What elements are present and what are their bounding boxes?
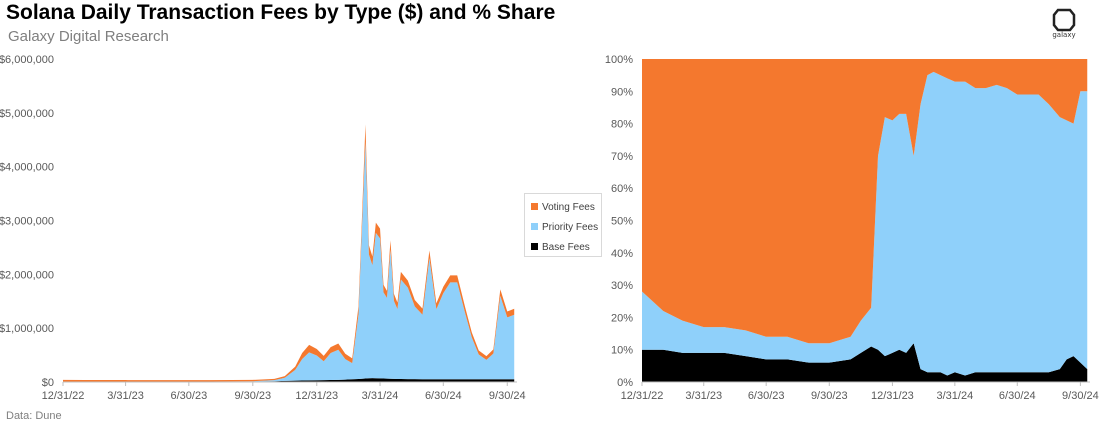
legend-label-voting: Voting Fees	[542, 202, 595, 213]
logo-text: galaxy	[1052, 31, 1076, 39]
y-tick-label: 30%	[611, 280, 633, 292]
y-tick-label: $4,000,000	[0, 162, 54, 174]
x-tick-label: 12/31/23	[295, 390, 338, 402]
x-tick-label: 3/31/23	[107, 390, 144, 402]
left-chart-stacked-fees: $0 $1,000,000 $2,000,000 $3,000,000 $4,000,0…	[0, 54, 526, 402]
y-tick-label: $2,000,000	[0, 269, 54, 281]
x-tick-label: 9/30/24	[1062, 390, 1099, 402]
y-tick-label: 100%	[605, 54, 633, 66]
x-tick-label: 6/30/23	[748, 390, 785, 402]
x-tick-label: 9/30/24	[489, 390, 526, 402]
x-tick-label: 3/31/24	[362, 390, 399, 402]
y-tick-label: 70%	[611, 151, 633, 163]
legend-label-base: Base Fees	[542, 242, 590, 253]
legend-item-base: Base Fees	[531, 242, 590, 254]
y-tick-label: 40%	[611, 248, 633, 260]
x-tick-label: 6/30/23	[170, 390, 207, 402]
priority-swatch-icon	[531, 222, 538, 230]
x-tick-label: 9/30/23	[234, 390, 271, 402]
legend-item-priority: Priority Fees	[531, 222, 598, 234]
series-area-base-fees	[63, 378, 515, 382]
legend-item-voting: Voting Fees	[531, 202, 595, 214]
series-area-voting-fees	[642, 59, 1088, 344]
chart-title: Solana Daily Transaction Fees by Type ($…	[6, 1, 556, 24]
y-tick-label: $6,000,000	[0, 54, 54, 66]
legend-label-priority: Priority Fees	[542, 222, 599, 233]
galaxy-logo-icon	[1049, 7, 1079, 41]
y-tick-label: 90%	[611, 86, 633, 98]
y-tick-label: 60%	[611, 183, 633, 195]
base-swatch-icon	[531, 242, 538, 250]
x-tick-label: 12/31/22	[42, 390, 85, 402]
y-tick-label: 10%	[611, 345, 633, 357]
x-tick-label: 3/31/23	[685, 390, 722, 402]
y-tick-label: 20%	[611, 312, 633, 324]
x-tick-label: 9/30/23	[811, 390, 848, 402]
right-chart-percent-share: 0% 10% 20% 30% 40% 50% 60% 70% 80% 90% 100% 12/31/2…	[605, 54, 1099, 402]
y-tick-label: $5,000,000	[0, 108, 54, 120]
y-tick-label: $3,000,000	[0, 216, 54, 228]
x-tick-label: 3/31/24	[936, 390, 973, 402]
source-note: Data: Dune	[6, 410, 62, 422]
y-tick-label: $0	[42, 377, 54, 389]
chart-subtitle: Galaxy Digital Research	[8, 28, 169, 45]
y-tick-label: 80%	[611, 119, 633, 131]
series-area-priority-fees	[642, 71, 1088, 376]
x-tick-label: 12/31/23	[871, 390, 914, 402]
x-tick-label: 12/31/22	[621, 390, 664, 402]
y-tick-label: $1,000,000	[0, 323, 54, 335]
x-tick-label: 6/30/24	[999, 390, 1036, 402]
y-tick-label: 0%	[617, 377, 633, 389]
series-area-priority-fees	[63, 141, 515, 382]
voting-swatch-icon	[531, 202, 538, 210]
chart-legend: Voting Fees Priority Fees Base Fees	[524, 193, 602, 257]
x-tick-label: 6/30/24	[425, 390, 462, 402]
y-tick-label: 50%	[611, 216, 633, 228]
